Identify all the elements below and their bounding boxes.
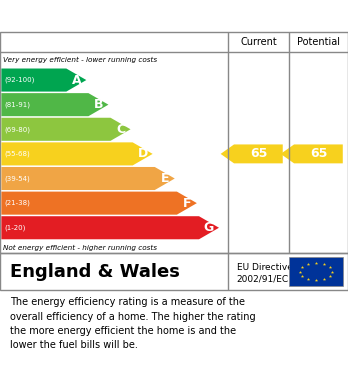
Text: B: B	[94, 98, 103, 111]
Text: 2002/91/EC: 2002/91/EC	[237, 274, 289, 283]
Text: D: D	[137, 147, 148, 160]
Polygon shape	[1, 216, 219, 239]
Text: Potential: Potential	[297, 37, 340, 47]
Bar	[289, 257, 343, 286]
Polygon shape	[1, 167, 175, 190]
Text: (81-91): (81-91)	[4, 101, 30, 108]
Text: F: F	[183, 197, 191, 210]
Text: C: C	[116, 123, 125, 136]
Text: 65: 65	[250, 147, 268, 160]
Polygon shape	[1, 93, 109, 116]
Polygon shape	[280, 144, 343, 163]
Text: (21-38): (21-38)	[4, 200, 30, 206]
Polygon shape	[1, 142, 153, 165]
Text: A: A	[71, 74, 81, 86]
Text: G: G	[204, 221, 214, 234]
Text: Very energy efficient - lower running costs: Very energy efficient - lower running co…	[3, 57, 158, 63]
Text: (69-80): (69-80)	[4, 126, 30, 133]
Polygon shape	[221, 144, 283, 163]
Text: 65: 65	[310, 147, 328, 160]
Text: Energy Efficiency Rating: Energy Efficiency Rating	[9, 9, 219, 23]
Text: E: E	[160, 172, 169, 185]
Text: (92-100): (92-100)	[4, 77, 34, 83]
Text: (1-20): (1-20)	[4, 224, 25, 231]
Text: (55-68): (55-68)	[4, 151, 30, 157]
Text: Not energy efficient - higher running costs: Not energy efficient - higher running co…	[3, 244, 158, 251]
Text: England & Wales: England & Wales	[10, 262, 180, 281]
Polygon shape	[1, 118, 130, 141]
Text: The energy efficiency rating is a measure of the
overall efficiency of a home. T: The energy efficiency rating is a measur…	[10, 297, 256, 350]
Text: EU Directive: EU Directive	[237, 263, 293, 273]
Text: Current: Current	[240, 37, 277, 47]
Polygon shape	[1, 192, 197, 215]
Text: (39-54): (39-54)	[4, 175, 30, 182]
Polygon shape	[1, 68, 86, 91]
